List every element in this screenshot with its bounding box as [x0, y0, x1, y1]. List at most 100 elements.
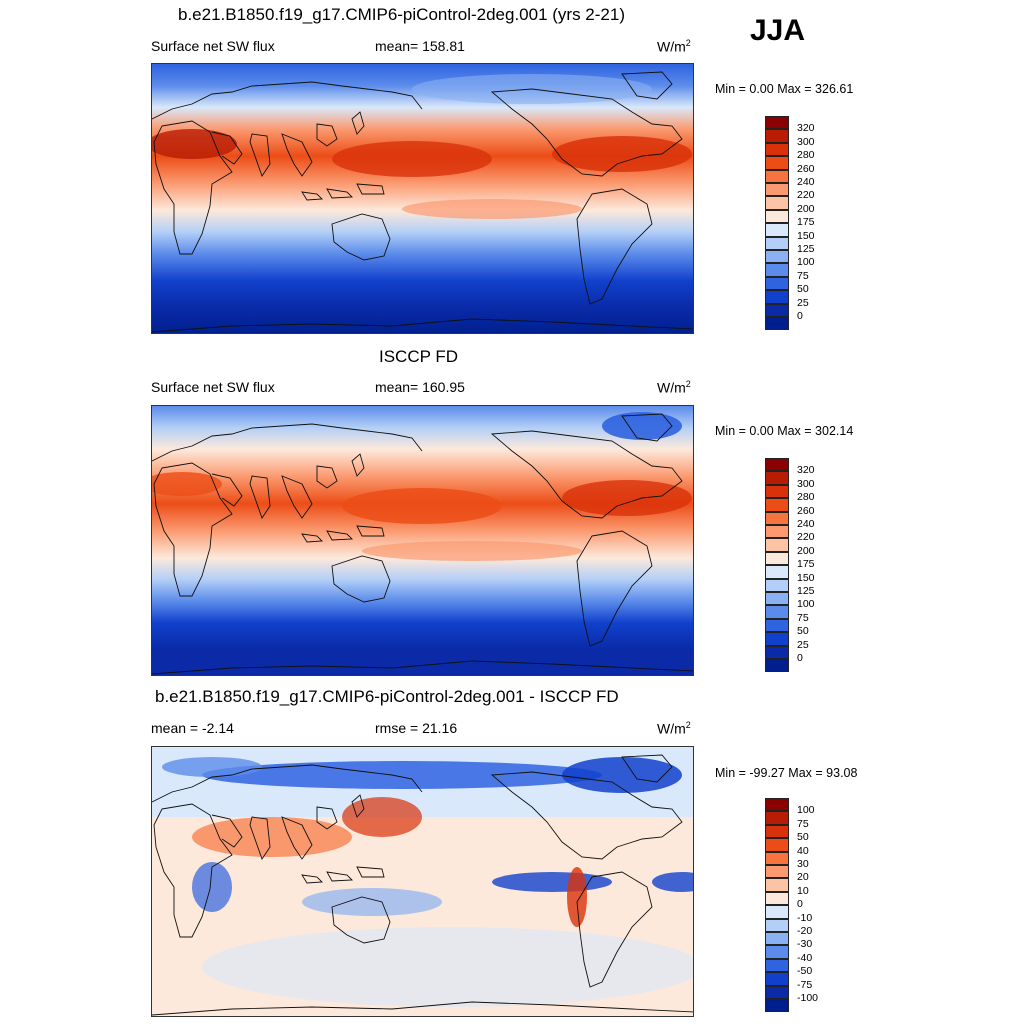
- colorbar-label: 300: [797, 477, 815, 490]
- colorbar-label: 200: [797, 202, 815, 215]
- colorbar-swatch: [765, 276, 789, 291]
- colorbar-swatch: [765, 183, 789, 197]
- colorbar-swatch: [765, 303, 789, 317]
- colorbar-swatch: [765, 458, 789, 472]
- panel-title: ISCCP FD: [379, 347, 459, 366]
- colorbar-swatch: [765, 498, 789, 512]
- colorbar-swatch: [765, 142, 789, 157]
- colorbar-swatch: [765, 471, 789, 485]
- colorbar-label: -10: [797, 911, 813, 924]
- colorbar-label: 100: [797, 804, 815, 817]
- colorbar-label: 50: [797, 831, 809, 844]
- colorbar-swatch: [765, 838, 789, 852]
- colorbar-label: 220: [797, 531, 815, 544]
- colorbar-swatch: [765, 565, 789, 579]
- colorbar-swatch: [765, 116, 789, 130]
- colorbar-label: 150: [797, 571, 815, 584]
- colorbar-label: 125: [797, 585, 815, 597]
- colorbar-label: 260: [797, 162, 815, 175]
- colorbar-label: 150: [797, 229, 815, 242]
- colorbar-swatch: [765, 605, 789, 619]
- colorbar-swatch: [765, 999, 789, 1013]
- colorbar-label: -75: [797, 978, 813, 991]
- panel-title: b.e21.B1850.f19_g17.CMIP6-piControl-2deg…: [178, 5, 625, 24]
- colorbar-swatch: [765, 196, 789, 210]
- colorbar-swatch: [765, 878, 789, 892]
- colorbar-swatch: [765, 918, 789, 932]
- colorbar-swatch: [765, 592, 789, 606]
- colorbar-label: 200: [797, 544, 815, 557]
- colorbar-swatch: [765, 851, 789, 865]
- panel-minmax: Min = -99.27 Max = 93.08: [715, 766, 858, 780]
- colorbar-label: 320: [797, 122, 815, 135]
- colorbar-swatch: [765, 798, 789, 812]
- colorbar-label: -40: [797, 951, 813, 964]
- colorbar-swatch: [765, 972, 789, 986]
- colorbar-swatch: [765, 236, 789, 250]
- colorbar-label: 40: [797, 844, 809, 857]
- colorbar-label: 280: [797, 491, 815, 504]
- colorbar-swatch: [765, 484, 789, 499]
- panel-minmax: Min = 0.00 Max = 302.14: [715, 424, 854, 438]
- colorbar-swatch: [765, 250, 789, 264]
- panel-units: W/m2: [657, 720, 691, 737]
- colorbar-label: 25: [797, 638, 809, 651]
- panel-left-label: Surface net SW flux: [151, 379, 275, 395]
- colorbar-label: 25: [797, 296, 809, 309]
- colorbar-swatch: [765, 632, 789, 646]
- panel-left-label: Surface net SW flux: [151, 38, 275, 54]
- colorbar-label: 240: [797, 518, 815, 530]
- colorbar-label: 175: [797, 558, 815, 571]
- colorbar-swatch: [765, 905, 789, 919]
- panel-title: b.e21.B1850.f19_g17.CMIP6-piControl-2deg…: [155, 687, 619, 706]
- colorbar-label: 240: [797, 176, 815, 188]
- colorbar-swatch: [765, 645, 789, 659]
- colorbar-swatch: [765, 985, 789, 999]
- colorbar-swatch: [765, 945, 789, 959]
- panel-units: W/m2: [657, 38, 691, 55]
- colorbar-swatch: [765, 824, 789, 839]
- colorbar-swatch: [765, 958, 789, 973]
- colorbar-label: 75: [797, 817, 809, 830]
- panel-units: W/m2: [657, 379, 691, 396]
- colorbar-label: 75: [797, 611, 809, 624]
- colorbar-label: 125: [797, 243, 815, 255]
- panel-center-label: mean= 158.81: [375, 38, 465, 54]
- colorbar-label: -30: [797, 938, 813, 951]
- colorbar-label: 0: [797, 310, 803, 322]
- colorbar-label: 50: [797, 283, 809, 296]
- colorbar-label: 175: [797, 216, 815, 229]
- colorbar-swatch: [765, 209, 789, 224]
- colorbar-swatch: [765, 811, 789, 825]
- colorbar-label: 320: [797, 464, 815, 477]
- colorbar-label: 300: [797, 135, 815, 148]
- panel-minmax: Min = 0.00 Max = 326.61: [715, 82, 854, 96]
- colorbar-label: 10: [797, 884, 809, 897]
- colorbar-label: 100: [797, 598, 815, 611]
- panel-center-label: mean= 160.95: [375, 379, 465, 395]
- colorbar-swatch: [765, 891, 789, 906]
- colorbar-swatch: [765, 156, 789, 170]
- map-plot: [151, 405, 694, 676]
- colorbar-swatch: [765, 317, 789, 331]
- colorbar-label: 0: [797, 898, 803, 911]
- colorbar-swatch: [765, 659, 789, 673]
- colorbar-swatch: [765, 263, 789, 277]
- colorbar-swatch: [765, 865, 789, 879]
- colorbar-swatch: [765, 578, 789, 592]
- panel-left-label: mean = -2.14: [151, 720, 234, 736]
- panel-center-label: rmse = 21.16: [375, 720, 458, 736]
- colorbar-label: 75: [797, 269, 809, 282]
- colorbar-swatch: [765, 511, 789, 525]
- colorbar-label: 280: [797, 149, 815, 162]
- colorbar-label: 220: [797, 189, 815, 202]
- colorbar-label: -100: [797, 992, 819, 1004]
- colorbar-label: -50: [797, 965, 813, 978]
- colorbar-swatch: [765, 169, 789, 183]
- colorbar-label: 30: [797, 858, 809, 870]
- map-plot: [151, 63, 694, 334]
- colorbar-label: -20: [797, 925, 813, 937]
- colorbar-label: 100: [797, 256, 815, 269]
- colorbar-swatch: [765, 525, 789, 539]
- colorbar-swatch: [765, 618, 789, 633]
